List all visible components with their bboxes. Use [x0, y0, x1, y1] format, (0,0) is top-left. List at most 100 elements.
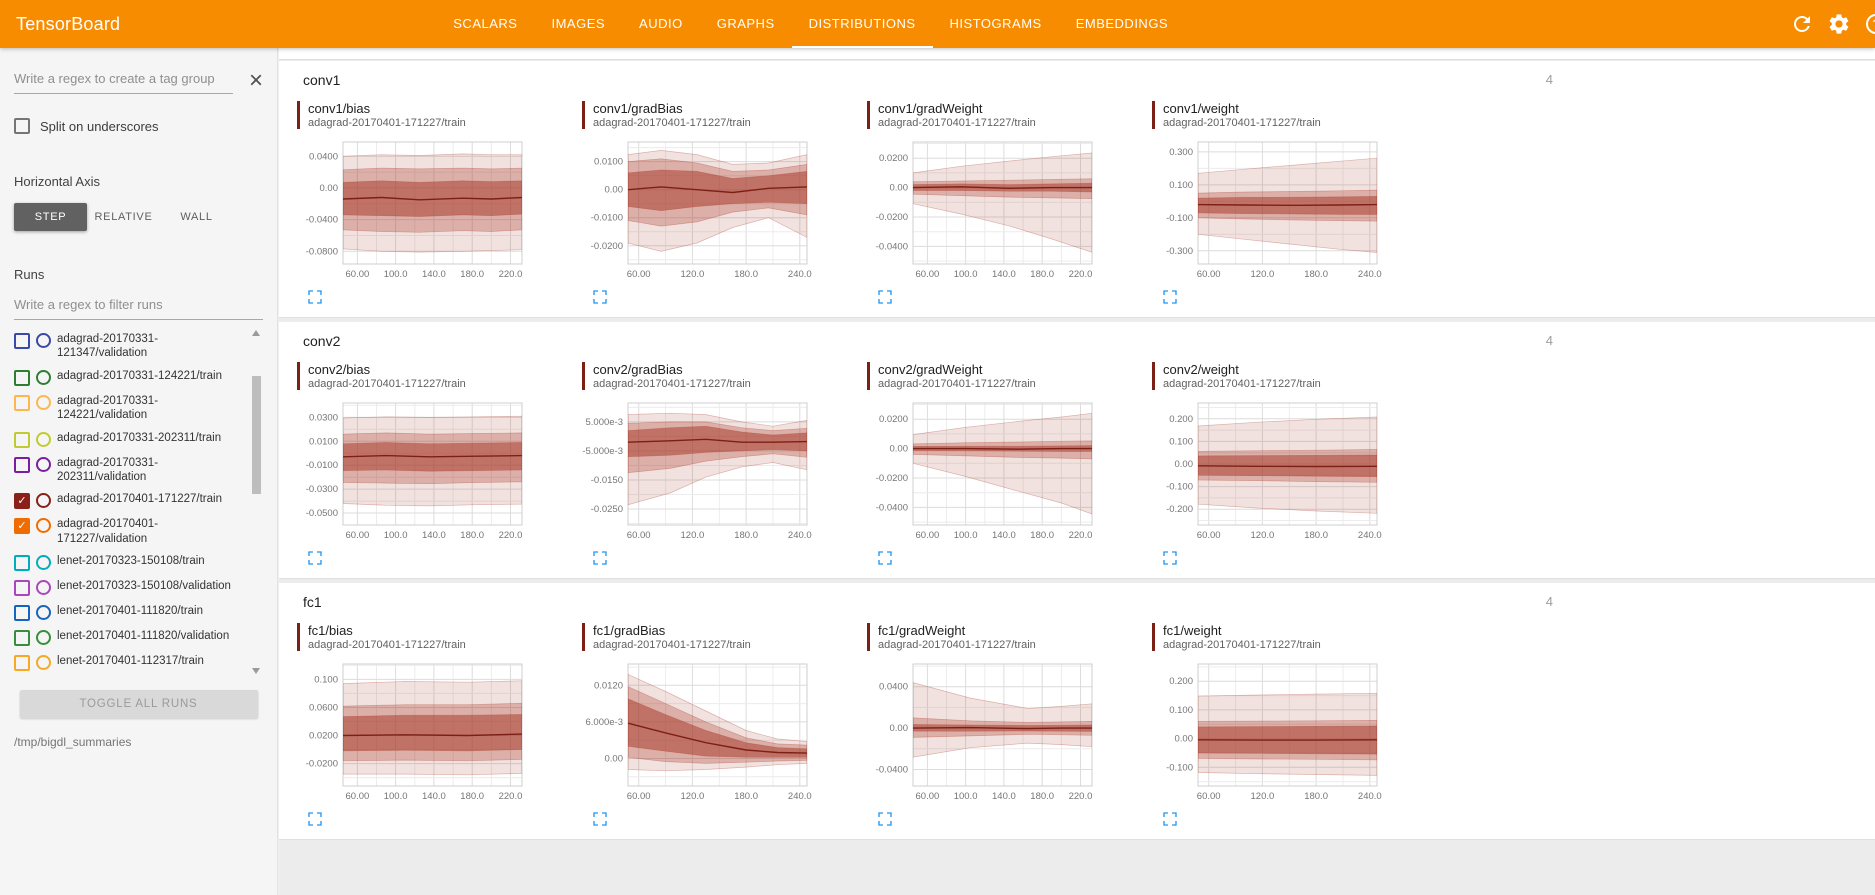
tab-images[interactable]: IMAGES	[551, 15, 606, 31]
run-radio-icon[interactable]	[36, 394, 51, 410]
chart-header: conv1/bias adagrad-20170401-171227/train	[297, 101, 549, 129]
expand-chart-button[interactable]	[307, 289, 323, 305]
run-item[interactable]: adagrad-20170331-121347/validation	[14, 328, 239, 365]
chart-run-label: adagrad-20170401-171227/train	[308, 117, 466, 129]
svg-text:140.0: 140.0	[422, 791, 446, 802]
run-item[interactable]: ✓ adagrad-20170401-171227/validation	[14, 513, 239, 550]
tag-regex-input[interactable]	[14, 68, 233, 94]
distribution-plot[interactable]: 0.0120 6.000e-3 0.00 60.00 120.0 180.0 240.0	[582, 656, 812, 806]
run-item[interactable]: adagrad-20170331-124221/train	[14, 365, 239, 390]
run-checkbox-icon[interactable]	[14, 456, 30, 473]
run-radio-icon[interactable]	[36, 580, 51, 595]
distribution-plot[interactable]: 0.0100 0.00 -0.0100 -0.0200 60.00 120.0 180.0 2…	[582, 134, 812, 284]
run-checkbox-icon[interactable]	[14, 555, 30, 571]
run-checkbox-icon[interactable]: ✓	[14, 518, 30, 535]
expand-chart-button[interactable]	[592, 289, 608, 305]
run-checkbox-icon[interactable]	[14, 431, 30, 448]
scrollbar-thumb[interactable]	[252, 376, 261, 494]
expand-chart-button[interactable]	[307, 550, 323, 566]
svg-text:5.000e-3: 5.000e-3	[585, 417, 623, 428]
run-radio-icon[interactable]	[36, 333, 51, 348]
axis-option-relative[interactable]: RELATIVE	[94, 211, 153, 223]
split-underscores-checkbox[interactable]: Split on underscores	[14, 118, 263, 134]
distribution-plot[interactable]: 0.200 0.100 0.00 -0.100 -0.200 60.00 120.0 180.…	[1152, 395, 1382, 545]
help-icon[interactable]: ?	[1864, 12, 1875, 36]
scroll-up-icon[interactable]	[252, 330, 260, 336]
run-radio-icon[interactable]	[36, 493, 51, 509]
run-checkbox-icon[interactable]	[14, 580, 30, 596]
expand-chart-button[interactable]	[592, 550, 608, 566]
expand-chart-button[interactable]	[1162, 550, 1178, 566]
run-checkbox-icon[interactable]	[14, 369, 30, 386]
run-radio-icon[interactable]	[36, 605, 51, 620]
expand-chart-button[interactable]	[307, 811, 323, 827]
expand-chart-button[interactable]	[877, 811, 893, 827]
run-item[interactable]: lenet-20170401-112317/validation	[14, 675, 239, 676]
run-checkbox-icon[interactable]	[14, 605, 30, 621]
run-checkbox-icon[interactable]	[14, 655, 30, 671]
tab-distributions[interactable]: DISTRIBUTIONS	[791, 0, 933, 48]
section-header[interactable]: conv2 4	[279, 322, 1875, 358]
axis-option-step[interactable]: STEP	[14, 203, 87, 231]
distribution-plot[interactable]: 0.100 0.0600 0.0200 -0.0200 60.00 100.0 140.0 1…	[297, 656, 527, 806]
run-radio-icon[interactable]	[36, 630, 51, 645]
distribution-plot[interactable]: 0.200 0.100 0.00 -0.100 60.00 120.0 180.0 240.0	[1152, 656, 1382, 806]
svg-text:-0.0400: -0.0400	[876, 502, 908, 513]
section-header[interactable]: fc1 4	[279, 583, 1875, 619]
run-radio-icon[interactable]	[36, 555, 51, 570]
run-item[interactable]: ✓ adagrad-20170401-171227/train	[14, 488, 239, 513]
tab-embeddings[interactable]: EMBEDDINGS	[1075, 15, 1169, 31]
run-regex-input[interactable]	[14, 294, 263, 320]
run-radio-icon[interactable]	[36, 369, 51, 385]
run-item[interactable]: lenet-20170401-112317/train	[14, 650, 239, 675]
settings-gear-icon[interactable]	[1827, 12, 1851, 36]
svg-text:-0.0200: -0.0200	[876, 473, 908, 484]
svg-text:240.0: 240.0	[788, 269, 812, 280]
refresh-icon[interactable]	[1790, 12, 1814, 36]
run-radio-icon[interactable]	[36, 456, 51, 472]
run-item[interactable]: adagrad-20170331-202311/train	[14, 427, 239, 452]
run-item[interactable]: lenet-20170323-150108/train	[14, 550, 239, 575]
expand-chart-button[interactable]	[1162, 289, 1178, 305]
tab-scalars[interactable]: SCALARS	[453, 15, 518, 31]
run-item[interactable]: lenet-20170401-111820/validation	[14, 625, 239, 650]
run-checkbox-icon[interactable]: ✓	[14, 493, 30, 510]
tab-audio[interactable]: AUDIO	[639, 15, 683, 31]
run-item[interactable]: adagrad-20170331-202311/validation	[14, 452, 239, 489]
tab-graphs[interactable]: GRAPHS	[716, 15, 775, 31]
run-item[interactable]: adagrad-20170331-124221/validation	[14, 390, 239, 427]
run-list-scrollbar[interactable]	[250, 328, 263, 676]
run-radio-icon[interactable]	[36, 431, 51, 447]
scroll-down-icon[interactable]	[252, 668, 260, 674]
chart-title: conv2/bias	[308, 362, 371, 377]
section-header[interactable]: conv1 4	[279, 61, 1875, 97]
run-item[interactable]: lenet-20170323-150108/validation	[14, 575, 239, 600]
distribution-plot[interactable]: 5.000e-3 -5.000e-3 -0.0150 -0.0250 60.00 120.…	[582, 395, 812, 545]
chart-header: conv1/weight adagrad-20170401-171227/trai…	[1152, 101, 1404, 129]
svg-text:60.00: 60.00	[916, 530, 940, 541]
distribution-plot[interactable]: 0.0400 0.00 -0.0400 -0.0800 60.00 100.0 140.0 1…	[297, 134, 527, 284]
run-checkbox-icon[interactable]	[14, 394, 30, 411]
axis-option-wall[interactable]: WALL	[180, 211, 213, 223]
close-icon[interactable]: ×	[248, 67, 263, 94]
distribution-plot[interactable]: 0.0200 0.00 -0.0200 -0.0400 60.00 100.0 140.0 1…	[867, 395, 1097, 545]
expand-chart-button[interactable]	[1162, 811, 1178, 827]
expand-chart-button[interactable]	[592, 811, 608, 827]
run-checkbox-icon[interactable]	[14, 630, 30, 646]
run-radio-icon[interactable]	[36, 518, 51, 534]
expand-chart-button[interactable]	[877, 289, 893, 305]
run-radio-icon[interactable]	[36, 655, 51, 670]
svg-text:-0.0100: -0.0100	[306, 460, 338, 471]
tab-histograms[interactable]: HISTOGRAMS	[949, 15, 1042, 31]
run-checkbox-icon[interactable]	[14, 333, 30, 349]
fullscreen-icon	[1163, 551, 1177, 565]
toggle-all-runs-button[interactable]: TOGGLE ALL RUNS	[19, 690, 258, 718]
fullscreen-icon	[878, 551, 892, 565]
distribution-plot[interactable]: 0.0200 0.00 -0.0200 -0.0400 60.00 100.0 140.0 1…	[867, 134, 1097, 284]
distribution-plot[interactable]: 0.300 0.100 -0.100 -0.300 60.00 120.0 180.0 240…	[1152, 134, 1382, 284]
distribution-plot[interactable]: 0.0300 0.0100 -0.0100 -0.0300 -0.0500 60.00 10…	[297, 395, 527, 545]
run-item[interactable]: lenet-20170401-111820/train	[14, 600, 239, 625]
chart-card: fc1/weight adagrad-20170401-171227/train 0…	[1152, 623, 1404, 827]
expand-chart-button[interactable]	[877, 550, 893, 566]
distribution-plot[interactable]: 0.0400 0.00 -0.0400 60.00 100.0 140.0 180.0 220…	[867, 656, 1097, 806]
